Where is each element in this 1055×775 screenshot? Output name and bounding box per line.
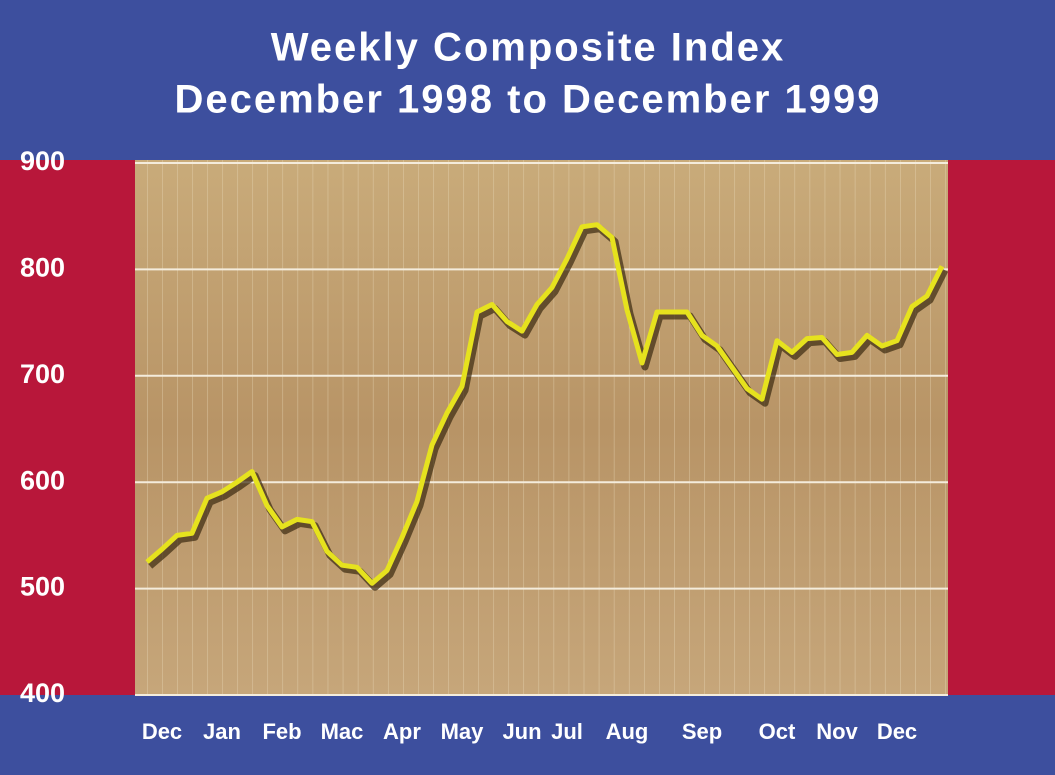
x-tick-label: Apr xyxy=(383,719,421,744)
x-tick-label: Jul xyxy=(551,719,583,744)
chart-subtitle: December 1998 to December 1999 xyxy=(174,78,881,122)
x-tick-label: Dec xyxy=(877,719,917,744)
chart-title: Weekly Composite Index xyxy=(271,26,786,70)
x-tick-label: Mac xyxy=(321,719,364,744)
x-tick-label: Jan xyxy=(203,719,241,744)
y-tick-label: 500 xyxy=(20,572,65,602)
week-lines xyxy=(135,160,948,695)
chart: Weekly Composite Index December 1998 to … xyxy=(0,0,1055,775)
y-tick-label: 400 xyxy=(20,678,65,708)
x-tick-label: Aug xyxy=(606,719,649,744)
x-tick-label: Oct xyxy=(759,719,796,744)
x-tick-label: Jun xyxy=(502,719,541,744)
y-tick-label: 700 xyxy=(20,359,65,389)
x-tick-label: Feb xyxy=(262,719,301,744)
y-tick-label: 900 xyxy=(20,146,65,176)
y-tick-label: 600 xyxy=(20,465,65,495)
x-tick-label: Sep xyxy=(682,719,722,744)
x-tick-label: Dec xyxy=(142,719,182,744)
x-tick-label: Nov xyxy=(816,719,858,744)
x-tick-label: May xyxy=(441,719,485,744)
y-tick-label: 800 xyxy=(20,253,65,283)
